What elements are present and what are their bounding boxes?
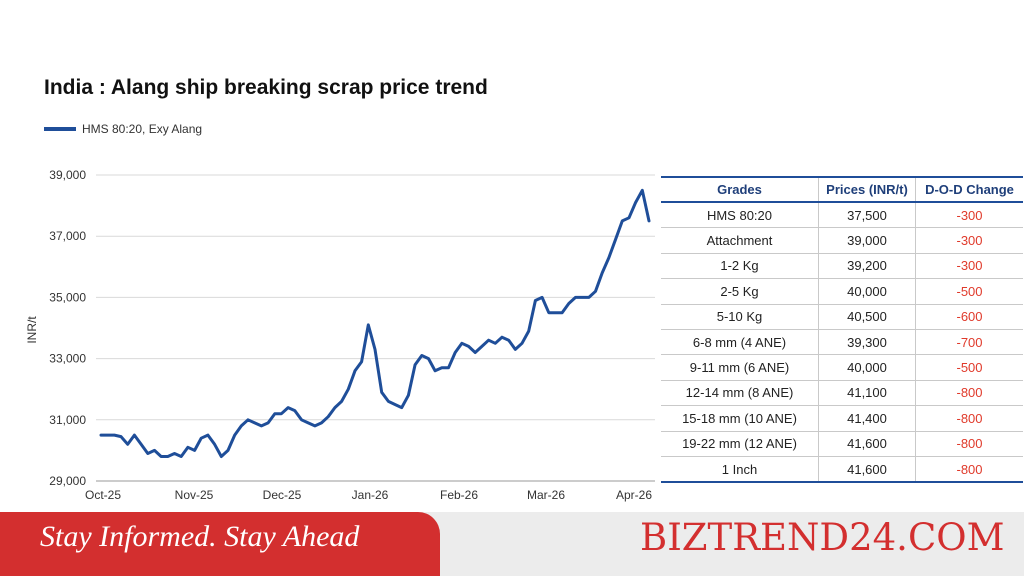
table-row: 6-8 mm (4 ANE) 39,300 -700 [661,329,1023,356]
table-row: 12-14 mm (8 ANE) 41,100 -800 [661,380,1023,407]
table-row: HMS 80:20 37,500 -300 [661,202,1023,229]
price-cell: 37,500 [818,202,916,229]
price-cell: 41,600 [818,456,916,484]
x-tick-label: Jan-26 [352,488,389,502]
change-cell: -800 [915,380,1023,407]
y-tick-label: 37,000 [49,229,86,243]
grade-cell: Attachment [661,227,819,254]
change-cell: -700 [915,329,1023,356]
change-cell: -300 [915,202,1023,229]
tagline: Stay Informed. Stay Ahead [40,520,360,553]
series-line-hms-80-20 [99,188,651,458]
price-cell: 40,500 [818,304,916,330]
table-row: 9-11 mm (6 ANE) 40,000 -500 [661,354,1023,381]
header-change: D-O-D Change [915,176,1023,203]
price-cell: 39,000 [818,227,916,254]
chart-legend: HMS 80:20, Exy Alang [44,122,202,136]
tagline-ribbon [0,512,440,576]
y-axis-label: INR/t [25,316,39,344]
table-row: Attachment 39,000 -300 [661,227,1023,254]
header-prices: Prices (INR/t) [818,176,916,203]
y-tick-label: 35,000 [49,290,86,304]
table-row: 2-5 Kg 40,000 -500 [661,278,1023,305]
grade-cell: 9-11 mm (6 ANE) [661,354,819,381]
change-cell: -300 [915,227,1023,254]
table-row: 19-22 mm (12 ANE) 41,600 -800 [661,431,1023,457]
price-cell: 40,000 [818,354,916,381]
grade-cell: 5-10 Kg [661,304,819,330]
x-tick-label: Oct-25 [85,488,121,502]
price-table: Grades Prices (INR/t) D-O-D Change HMS 8… [661,176,1023,484]
x-tick-label: Dec-25 [263,488,302,502]
price-cell: 40,000 [818,278,916,305]
legend-label: HMS 80:20, Exy Alang [82,122,203,136]
grade-cell: 2-5 Kg [661,278,819,305]
y-tick-label: 39,000 [49,168,86,182]
header-grades: Grades [661,176,819,203]
grade-cell: 6-8 mm (4 ANE) [661,329,819,356]
change-cell: -500 [915,278,1023,305]
grade-cell: 1-2 Kg [661,253,819,280]
y-tick-label: 29,000 [49,474,86,488]
line-chart: 29,000 31,000 33,000 35,000 37,000 39,000 Oct-… [25,168,655,502]
x-tick-label: Nov-25 [175,488,214,502]
change-cell: -300 [915,253,1023,280]
brand-logo[interactable]: BIZTREND24.COM [640,516,1005,559]
x-tick-label: Feb-26 [440,488,478,502]
y-tick-label: 33,000 [49,352,86,366]
grade-cell: 1 Inch [661,456,819,484]
x-tick-label: Mar-26 [527,488,565,502]
change-cell: -600 [915,304,1023,330]
price-cell: 39,200 [818,253,916,280]
change-cell: -800 [915,431,1023,457]
x-tick-label: Apr-26 [616,488,652,502]
table-row: 1-2 Kg 39,200 -300 [661,253,1023,280]
grade-cell: 19-22 mm (12 ANE) [661,431,819,457]
legend-swatch [44,127,76,131]
grade-cell: 12-14 mm (8 ANE) [661,380,819,407]
price-cell: 41,100 [818,380,916,407]
change-cell: -800 [915,405,1023,432]
table-row: 15-18 mm (10 ANE) 41,400 -800 [661,405,1023,432]
price-cell: 39,300 [818,329,916,356]
change-cell: -500 [915,354,1023,381]
chart-title: India : Alang ship breaking scrap price … [44,76,488,99]
grade-cell: HMS 80:20 [661,202,819,229]
table-header-row: Grades Prices (INR/t) D-O-D Change [661,176,1023,203]
table-row: 1 Inch 41,600 -800 [661,456,1023,484]
y-tick-label: 31,000 [49,413,86,427]
price-cell: 41,600 [818,431,916,457]
change-cell: -800 [915,456,1023,484]
table-row: 5-10 Kg 40,500 -600 [661,304,1023,330]
grade-cell: 15-18 mm (10 ANE) [661,405,819,432]
price-cell: 41,400 [818,405,916,432]
